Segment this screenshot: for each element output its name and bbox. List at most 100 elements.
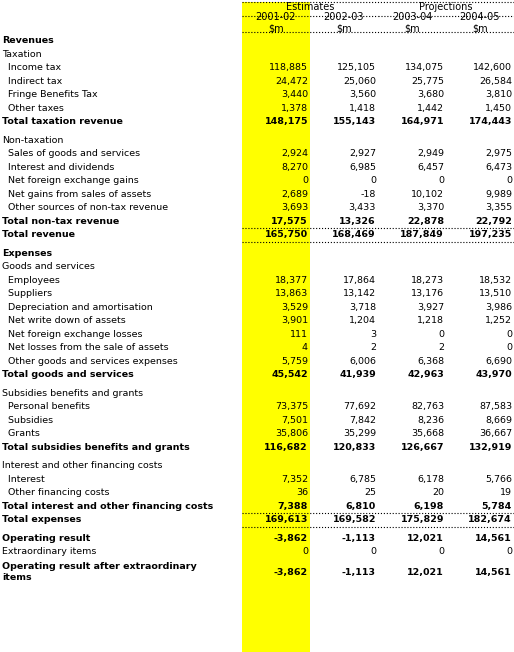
Text: Operating result after extraordinary: Operating result after extraordinary bbox=[2, 561, 197, 570]
Text: 5,784: 5,784 bbox=[482, 502, 512, 511]
Text: Interest and dividends: Interest and dividends bbox=[2, 163, 115, 171]
Text: Other sources of non-tax revenue: Other sources of non-tax revenue bbox=[2, 203, 168, 213]
Text: Non-taxation: Non-taxation bbox=[2, 136, 63, 145]
Text: Interest: Interest bbox=[2, 475, 45, 484]
Text: Personal benefits: Personal benefits bbox=[2, 402, 90, 411]
Text: 0: 0 bbox=[302, 176, 308, 185]
Text: 0: 0 bbox=[506, 330, 512, 339]
Text: 18,273: 18,273 bbox=[411, 276, 444, 285]
Text: 132,919: 132,919 bbox=[469, 443, 512, 452]
Text: Net gains from sales of assets: Net gains from sales of assets bbox=[2, 190, 151, 199]
Text: 2: 2 bbox=[370, 343, 376, 352]
Text: Subsidies: Subsidies bbox=[2, 416, 53, 424]
Text: 8,270: 8,270 bbox=[281, 163, 308, 171]
Text: 6,690: 6,690 bbox=[485, 357, 512, 366]
Text: 165,750: 165,750 bbox=[265, 230, 308, 239]
Text: Total revenue: Total revenue bbox=[2, 230, 75, 239]
Text: 45,542: 45,542 bbox=[271, 370, 308, 379]
Text: 2: 2 bbox=[438, 343, 444, 352]
Text: 3,529: 3,529 bbox=[281, 303, 308, 312]
Text: Fringe Benefits Tax: Fringe Benefits Tax bbox=[2, 90, 98, 99]
Text: 3,370: 3,370 bbox=[417, 203, 444, 213]
Text: 2004-05
$m: 2004-05 $m bbox=[460, 12, 500, 34]
Text: 111: 111 bbox=[290, 330, 308, 339]
Text: 7,842: 7,842 bbox=[349, 416, 376, 424]
Text: 3,433: 3,433 bbox=[348, 203, 376, 213]
Text: 175,829: 175,829 bbox=[400, 515, 444, 524]
Text: 19: 19 bbox=[500, 488, 512, 497]
Text: 174,443: 174,443 bbox=[469, 117, 512, 126]
Text: 41,939: 41,939 bbox=[339, 370, 376, 379]
Text: Estimates: Estimates bbox=[286, 2, 334, 12]
Text: 1,218: 1,218 bbox=[417, 316, 444, 325]
Text: 3,927: 3,927 bbox=[417, 303, 444, 312]
Text: Grants: Grants bbox=[2, 429, 40, 438]
Text: 6,810: 6,810 bbox=[346, 502, 376, 511]
Text: Sales of goods and services: Sales of goods and services bbox=[2, 149, 140, 158]
Text: 82,763: 82,763 bbox=[411, 402, 444, 411]
Text: 118,885: 118,885 bbox=[269, 63, 308, 72]
Text: 120,833: 120,833 bbox=[333, 443, 376, 452]
Text: Income tax: Income tax bbox=[2, 63, 61, 72]
Text: 169,582: 169,582 bbox=[333, 515, 376, 524]
Text: 3,440: 3,440 bbox=[281, 90, 308, 99]
Text: 1,450: 1,450 bbox=[485, 104, 512, 113]
Text: 1,252: 1,252 bbox=[485, 316, 512, 325]
Bar bbox=[242, 2, 310, 652]
Text: Interest and other financing costs: Interest and other financing costs bbox=[2, 461, 162, 470]
Text: 17,864: 17,864 bbox=[343, 276, 376, 285]
Text: 6,198: 6,198 bbox=[414, 502, 444, 511]
Text: 3,986: 3,986 bbox=[485, 303, 512, 312]
Text: 7,388: 7,388 bbox=[278, 502, 308, 511]
Text: 0: 0 bbox=[438, 547, 444, 556]
Text: 3,680: 3,680 bbox=[417, 90, 444, 99]
Text: 3,560: 3,560 bbox=[349, 90, 376, 99]
Text: 148,175: 148,175 bbox=[265, 117, 308, 126]
Text: 18,532: 18,532 bbox=[479, 276, 512, 285]
Text: 8,669: 8,669 bbox=[485, 416, 512, 424]
Text: 182,674: 182,674 bbox=[468, 515, 512, 524]
Text: 142,600: 142,600 bbox=[473, 63, 512, 72]
Text: -1,113: -1,113 bbox=[342, 534, 376, 542]
Text: 0: 0 bbox=[370, 176, 376, 185]
Text: 22,878: 22,878 bbox=[407, 216, 444, 226]
Text: 164,971: 164,971 bbox=[400, 117, 444, 126]
Text: 0: 0 bbox=[506, 343, 512, 352]
Text: 5,766: 5,766 bbox=[485, 475, 512, 484]
Text: -3,862: -3,862 bbox=[274, 534, 308, 542]
Text: 6,368: 6,368 bbox=[417, 357, 444, 366]
Text: 3,355: 3,355 bbox=[485, 203, 512, 213]
Text: 77,692: 77,692 bbox=[343, 402, 376, 411]
Text: Total expenses: Total expenses bbox=[2, 515, 81, 524]
Text: 3,718: 3,718 bbox=[349, 303, 376, 312]
Text: 25: 25 bbox=[364, 488, 376, 497]
Text: 3,901: 3,901 bbox=[281, 316, 308, 325]
Text: 14,561: 14,561 bbox=[475, 567, 512, 576]
Text: Net foreign exchange gains: Net foreign exchange gains bbox=[2, 176, 139, 185]
Text: 12,021: 12,021 bbox=[407, 534, 444, 542]
Text: 0: 0 bbox=[506, 176, 512, 185]
Text: -18: -18 bbox=[361, 190, 376, 199]
Text: Indirect tax: Indirect tax bbox=[2, 77, 62, 86]
Text: Other financing costs: Other financing costs bbox=[2, 488, 109, 497]
Text: 1,378: 1,378 bbox=[281, 104, 308, 113]
Text: 13,863: 13,863 bbox=[275, 289, 308, 298]
Text: 36,667: 36,667 bbox=[479, 429, 512, 438]
Text: 2,975: 2,975 bbox=[485, 149, 512, 158]
Text: 35,299: 35,299 bbox=[343, 429, 376, 438]
Text: Total interest and other financing costs: Total interest and other financing costs bbox=[2, 502, 213, 511]
Text: 73,375: 73,375 bbox=[275, 402, 308, 411]
Text: Suppliers: Suppliers bbox=[2, 289, 52, 298]
Text: Revenues: Revenues bbox=[2, 37, 54, 45]
Text: 7,352: 7,352 bbox=[281, 475, 308, 484]
Text: 1,418: 1,418 bbox=[349, 104, 376, 113]
Text: 25,775: 25,775 bbox=[411, 77, 444, 86]
Text: 10,102: 10,102 bbox=[411, 190, 444, 199]
Text: 20: 20 bbox=[432, 488, 444, 497]
Text: Projections: Projections bbox=[419, 2, 473, 12]
Text: 9,989: 9,989 bbox=[485, 190, 512, 199]
Text: -1,113: -1,113 bbox=[342, 567, 376, 576]
Text: Net write down of assets: Net write down of assets bbox=[2, 316, 126, 325]
Text: 6,473: 6,473 bbox=[485, 163, 512, 171]
Text: 134,075: 134,075 bbox=[405, 63, 444, 72]
